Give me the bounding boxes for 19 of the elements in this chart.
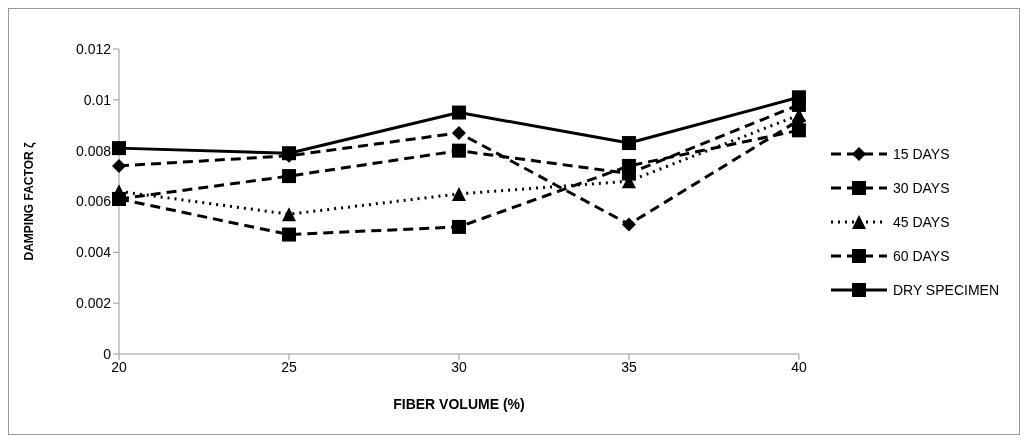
x-tick-label: 25: [281, 358, 297, 375]
x-tick-label: 30: [451, 358, 467, 375]
legend-label: DRY SPECIMEN: [892, 281, 999, 298]
y-tick-label: 0.01: [83, 91, 112, 108]
y-tick-label: 0.012: [75, 40, 112, 57]
y-axis-title: DAMPING FACTOR ζ: [22, 142, 37, 261]
y-tick-label: 0.008: [75, 142, 112, 159]
x-axis-title: FIBER VOLUME (%): [393, 396, 525, 412]
x-tick-label: 35: [621, 358, 637, 375]
legend-label: 15 DAYS: [892, 145, 950, 162]
y-tick-label: 0.006: [75, 193, 112, 210]
x-tick-label: 20: [111, 358, 127, 375]
y-tick-label: 0: [103, 345, 112, 362]
legend-label: 45 DAYS: [892, 213, 950, 230]
legend-label: 60 DAYS: [892, 247, 950, 264]
y-tick-label: 0.002: [75, 295, 112, 312]
y-tick-label: 0.004: [75, 244, 112, 261]
legend-label: 30 DAYS: [892, 179, 950, 196]
x-tick-label: 40: [791, 358, 807, 375]
